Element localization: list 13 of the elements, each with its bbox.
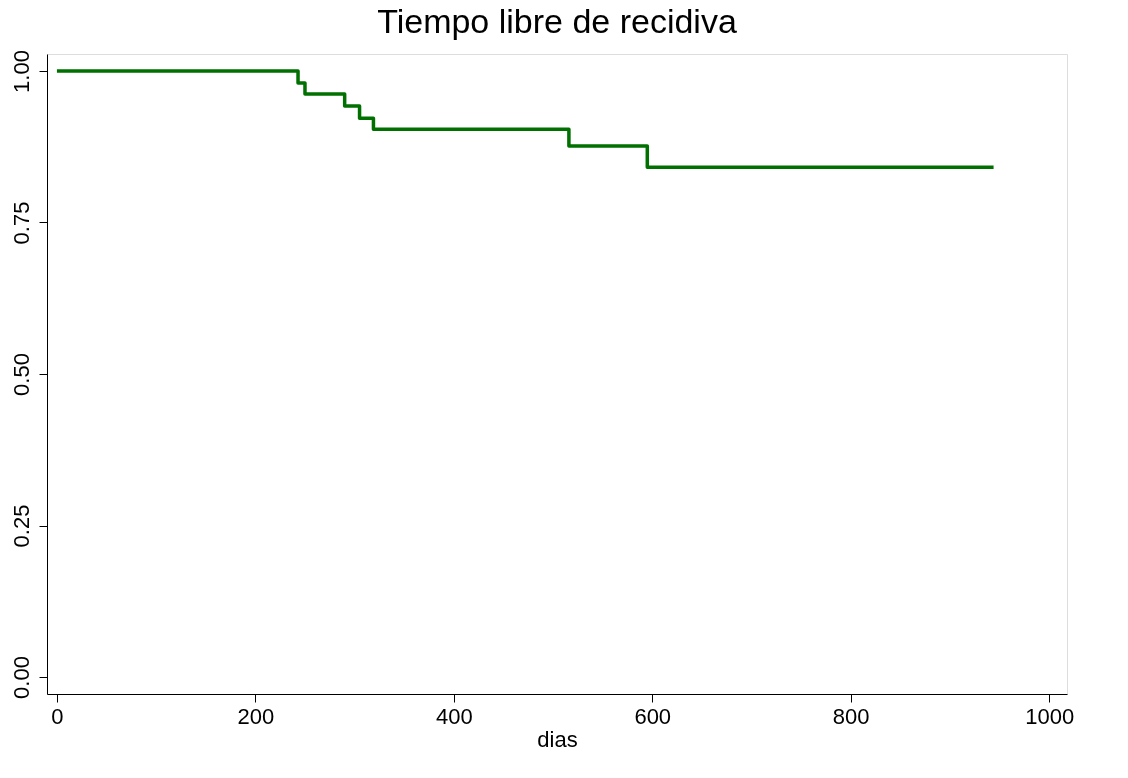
x-tick-label: 1000 <box>1025 703 1075 729</box>
x-tick-label: 600 <box>634 703 672 729</box>
y-tick-label: 0.00 <box>8 656 34 699</box>
x-tick-label: 200 <box>237 703 275 729</box>
x-tick-label: 800 <box>832 703 870 729</box>
chart-title: Tiempo libre de recidiva <box>377 1 737 40</box>
x-axis-title: dias <box>537 726 578 752</box>
x-tick-label: 400 <box>435 703 473 729</box>
y-tick-label: 1.00 <box>8 50 34 93</box>
x-tick-label: 0 <box>51 703 64 729</box>
y-tick-label: 0.50 <box>8 353 34 396</box>
y-tick-label: 0.25 <box>8 504 34 548</box>
y-tick-label: 0.75 <box>8 201 34 245</box>
